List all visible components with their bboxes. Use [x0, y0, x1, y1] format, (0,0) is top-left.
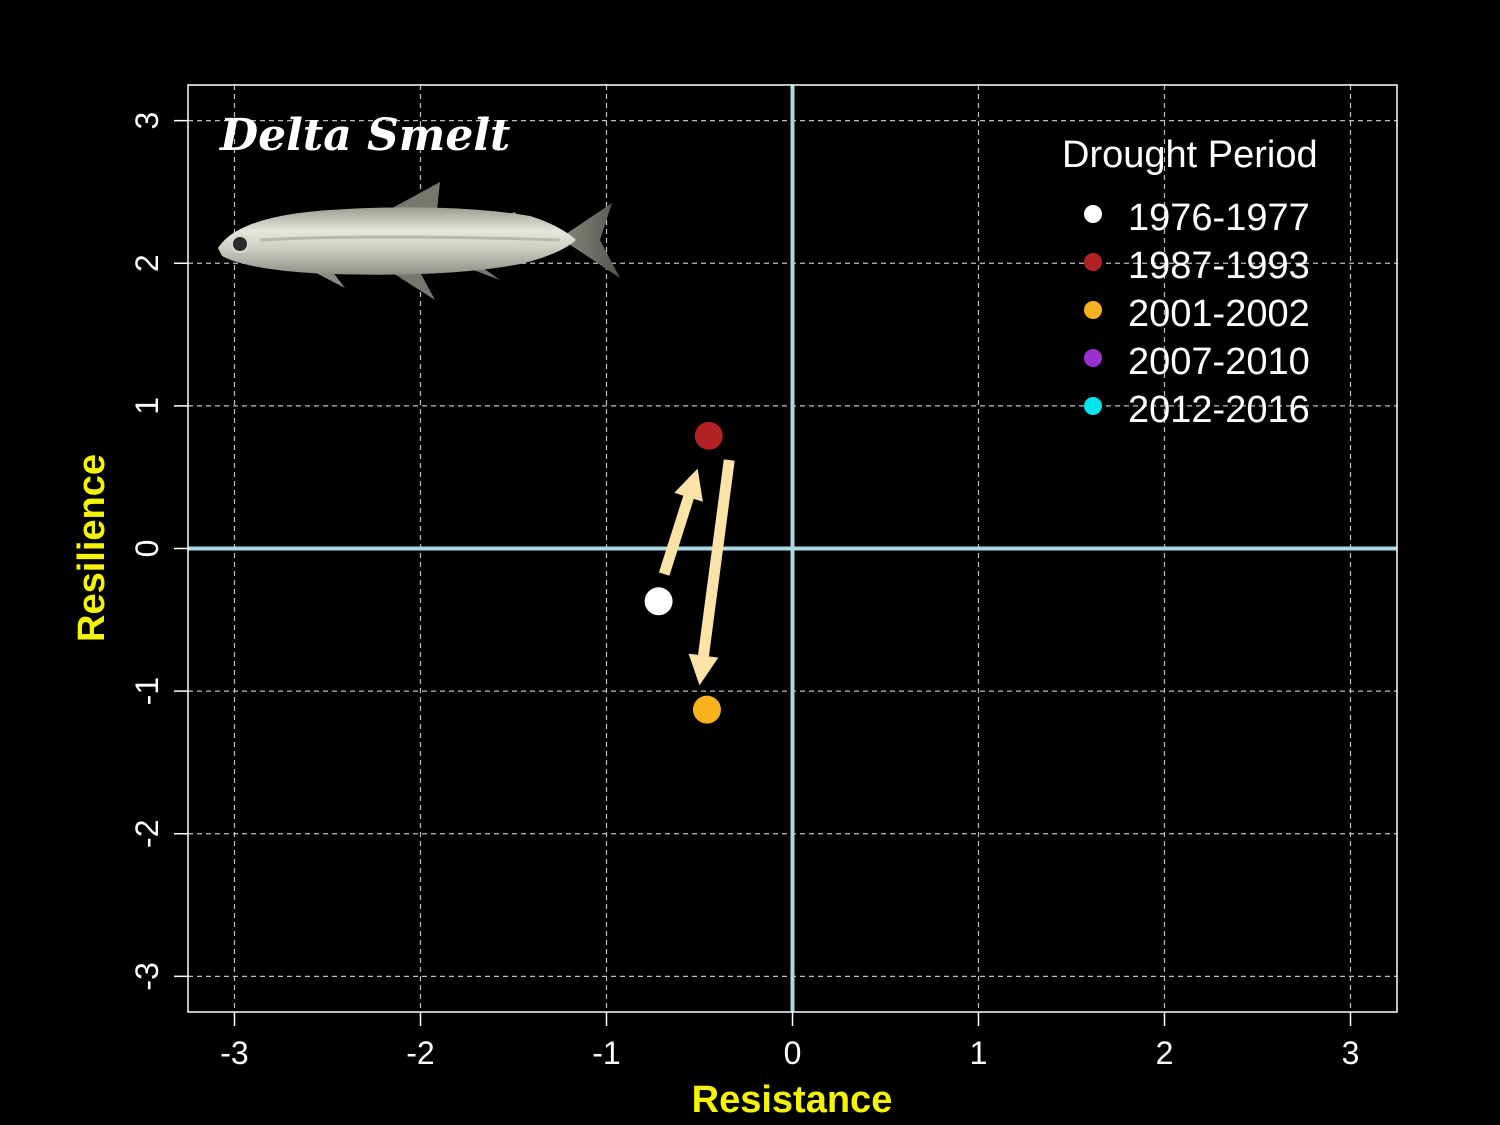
x-tick-label: -2: [406, 1035, 434, 1071]
fish-pelvic-fin: [385, 268, 435, 300]
y-tick-label: 1: [129, 397, 165, 415]
legend-marker: [1084, 205, 1102, 223]
x-tick-label: -3: [220, 1035, 248, 1071]
reference-lines: [188, 85, 1397, 1012]
x-tick-label: 3: [1342, 1035, 1360, 1071]
legend-label: 1976-1977: [1128, 197, 1310, 239]
trajectory-arrow: [688, 459, 735, 686]
data-points: [644, 421, 723, 724]
trajectory-arrows: [658, 459, 735, 686]
y-tick-label: -2: [129, 820, 165, 848]
legend: Drought Period 1976-1977 1987-1993 2001-20…: [1062, 134, 1318, 431]
y-axis-label: Resilience: [71, 454, 113, 642]
data-point-1976-1977: [644, 587, 673, 616]
y-tick-label: -1: [129, 677, 165, 705]
axis-ticks: -3 -2 -1 0 1 2 3 -3 -2 -1 0 1 2 3: [129, 112, 1359, 1071]
legend-title: Drought Period: [1062, 134, 1318, 176]
fish-image: [218, 182, 620, 300]
legend-marker: [1084, 301, 1102, 319]
legend-marker: [1084, 397, 1102, 415]
legend-marker: [1084, 349, 1102, 367]
y-tick-label: 0: [129, 540, 165, 558]
trajectory-arrow: [658, 468, 703, 576]
x-tick-label: -1: [592, 1035, 620, 1071]
y-tick-label: 2: [129, 254, 165, 272]
legend-label: 2007-2010: [1128, 341, 1310, 383]
chart-title: Delta Smelt: [218, 110, 510, 161]
fish-eye: [231, 235, 249, 253]
legend-label: 2001-2002: [1128, 293, 1310, 335]
fish-tail: [560, 203, 620, 278]
x-axis-label: Resistance: [692, 1079, 893, 1121]
legend-label: 1987-1993: [1128, 245, 1310, 287]
legend-marker: [1084, 253, 1102, 271]
fish-dorsal-fin: [385, 182, 440, 212]
fish-lateral-line: [259, 235, 561, 242]
y-tick-label: 3: [129, 112, 165, 130]
y-tick-label: -3: [129, 962, 165, 990]
data-point-2001-2002: [692, 695, 721, 724]
x-tick-label: 2: [1156, 1035, 1174, 1071]
data-point-1987-1993: [694, 421, 723, 450]
legend-label: 2012-2016: [1128, 389, 1310, 431]
x-tick-label: 0: [784, 1035, 802, 1071]
x-tick-label: 1: [970, 1035, 988, 1071]
fish-body: [218, 207, 576, 275]
legend-entries: 1976-1977 1987-1993 2001-2002 2007-2010 2012…: [1084, 197, 1310, 431]
